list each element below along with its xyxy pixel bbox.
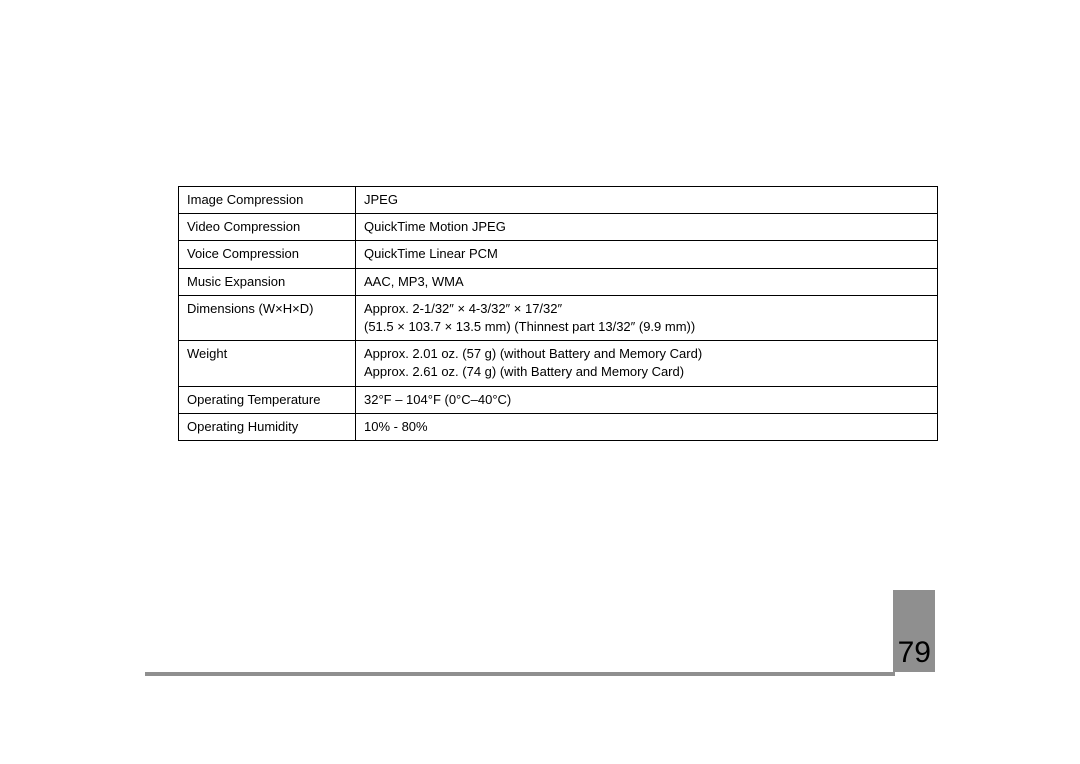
table-row: Video Compression QuickTime Motion JPEG — [179, 214, 938, 241]
table-row: Voice Compression QuickTime Linear PCM — [179, 241, 938, 268]
spec-label: Image Compression — [179, 187, 356, 214]
spec-label: Weight — [179, 341, 356, 386]
table-row: Image Compression JPEG — [179, 187, 938, 214]
spec-value: QuickTime Motion JPEG — [356, 214, 938, 241]
spec-value: Approx. 2.01 oz. (57 g) (without Battery… — [356, 341, 938, 386]
table-body: Image Compression JPEG Video Compression… — [179, 187, 938, 441]
manual-page: Image Compression JPEG Video Compression… — [0, 0, 1080, 764]
page-footer-bar — [145, 672, 895, 676]
table-row: Weight Approx. 2.01 oz. (57 g) (without … — [179, 341, 938, 386]
table-row: Music Expansion AAC, MP3, WMA — [179, 268, 938, 295]
spec-label: Voice Compression — [179, 241, 356, 268]
page-number: 79 — [898, 636, 935, 672]
spec-label: Music Expansion — [179, 268, 356, 295]
spec-label: Dimensions (W×H×D) — [179, 295, 356, 340]
spec-value: QuickTime Linear PCM — [356, 241, 938, 268]
spec-label: Operating Humidity — [179, 413, 356, 440]
page-number-container: 79 — [898, 590, 935, 672]
spec-label: Video Compression — [179, 214, 356, 241]
table-row: Operating Temperature 32°F – 104°F (0°C–… — [179, 386, 938, 413]
spec-value: 32°F – 104°F (0°C–40°C) — [356, 386, 938, 413]
table-row: Operating Humidity 10% - 80% — [179, 413, 938, 440]
spec-value: Approx. 2-1/32″ × 4-3/32″ × 17/32″(51.5 … — [356, 295, 938, 340]
specifications-table: Image Compression JPEG Video Compression… — [178, 186, 938, 441]
spec-value: JPEG — [356, 187, 938, 214]
spec-label: Operating Temperature — [179, 386, 356, 413]
spec-value: 10% - 80% — [356, 413, 938, 440]
table-row: Dimensions (W×H×D) Approx. 2-1/32″ × 4-3… — [179, 295, 938, 340]
spec-value: AAC, MP3, WMA — [356, 268, 938, 295]
